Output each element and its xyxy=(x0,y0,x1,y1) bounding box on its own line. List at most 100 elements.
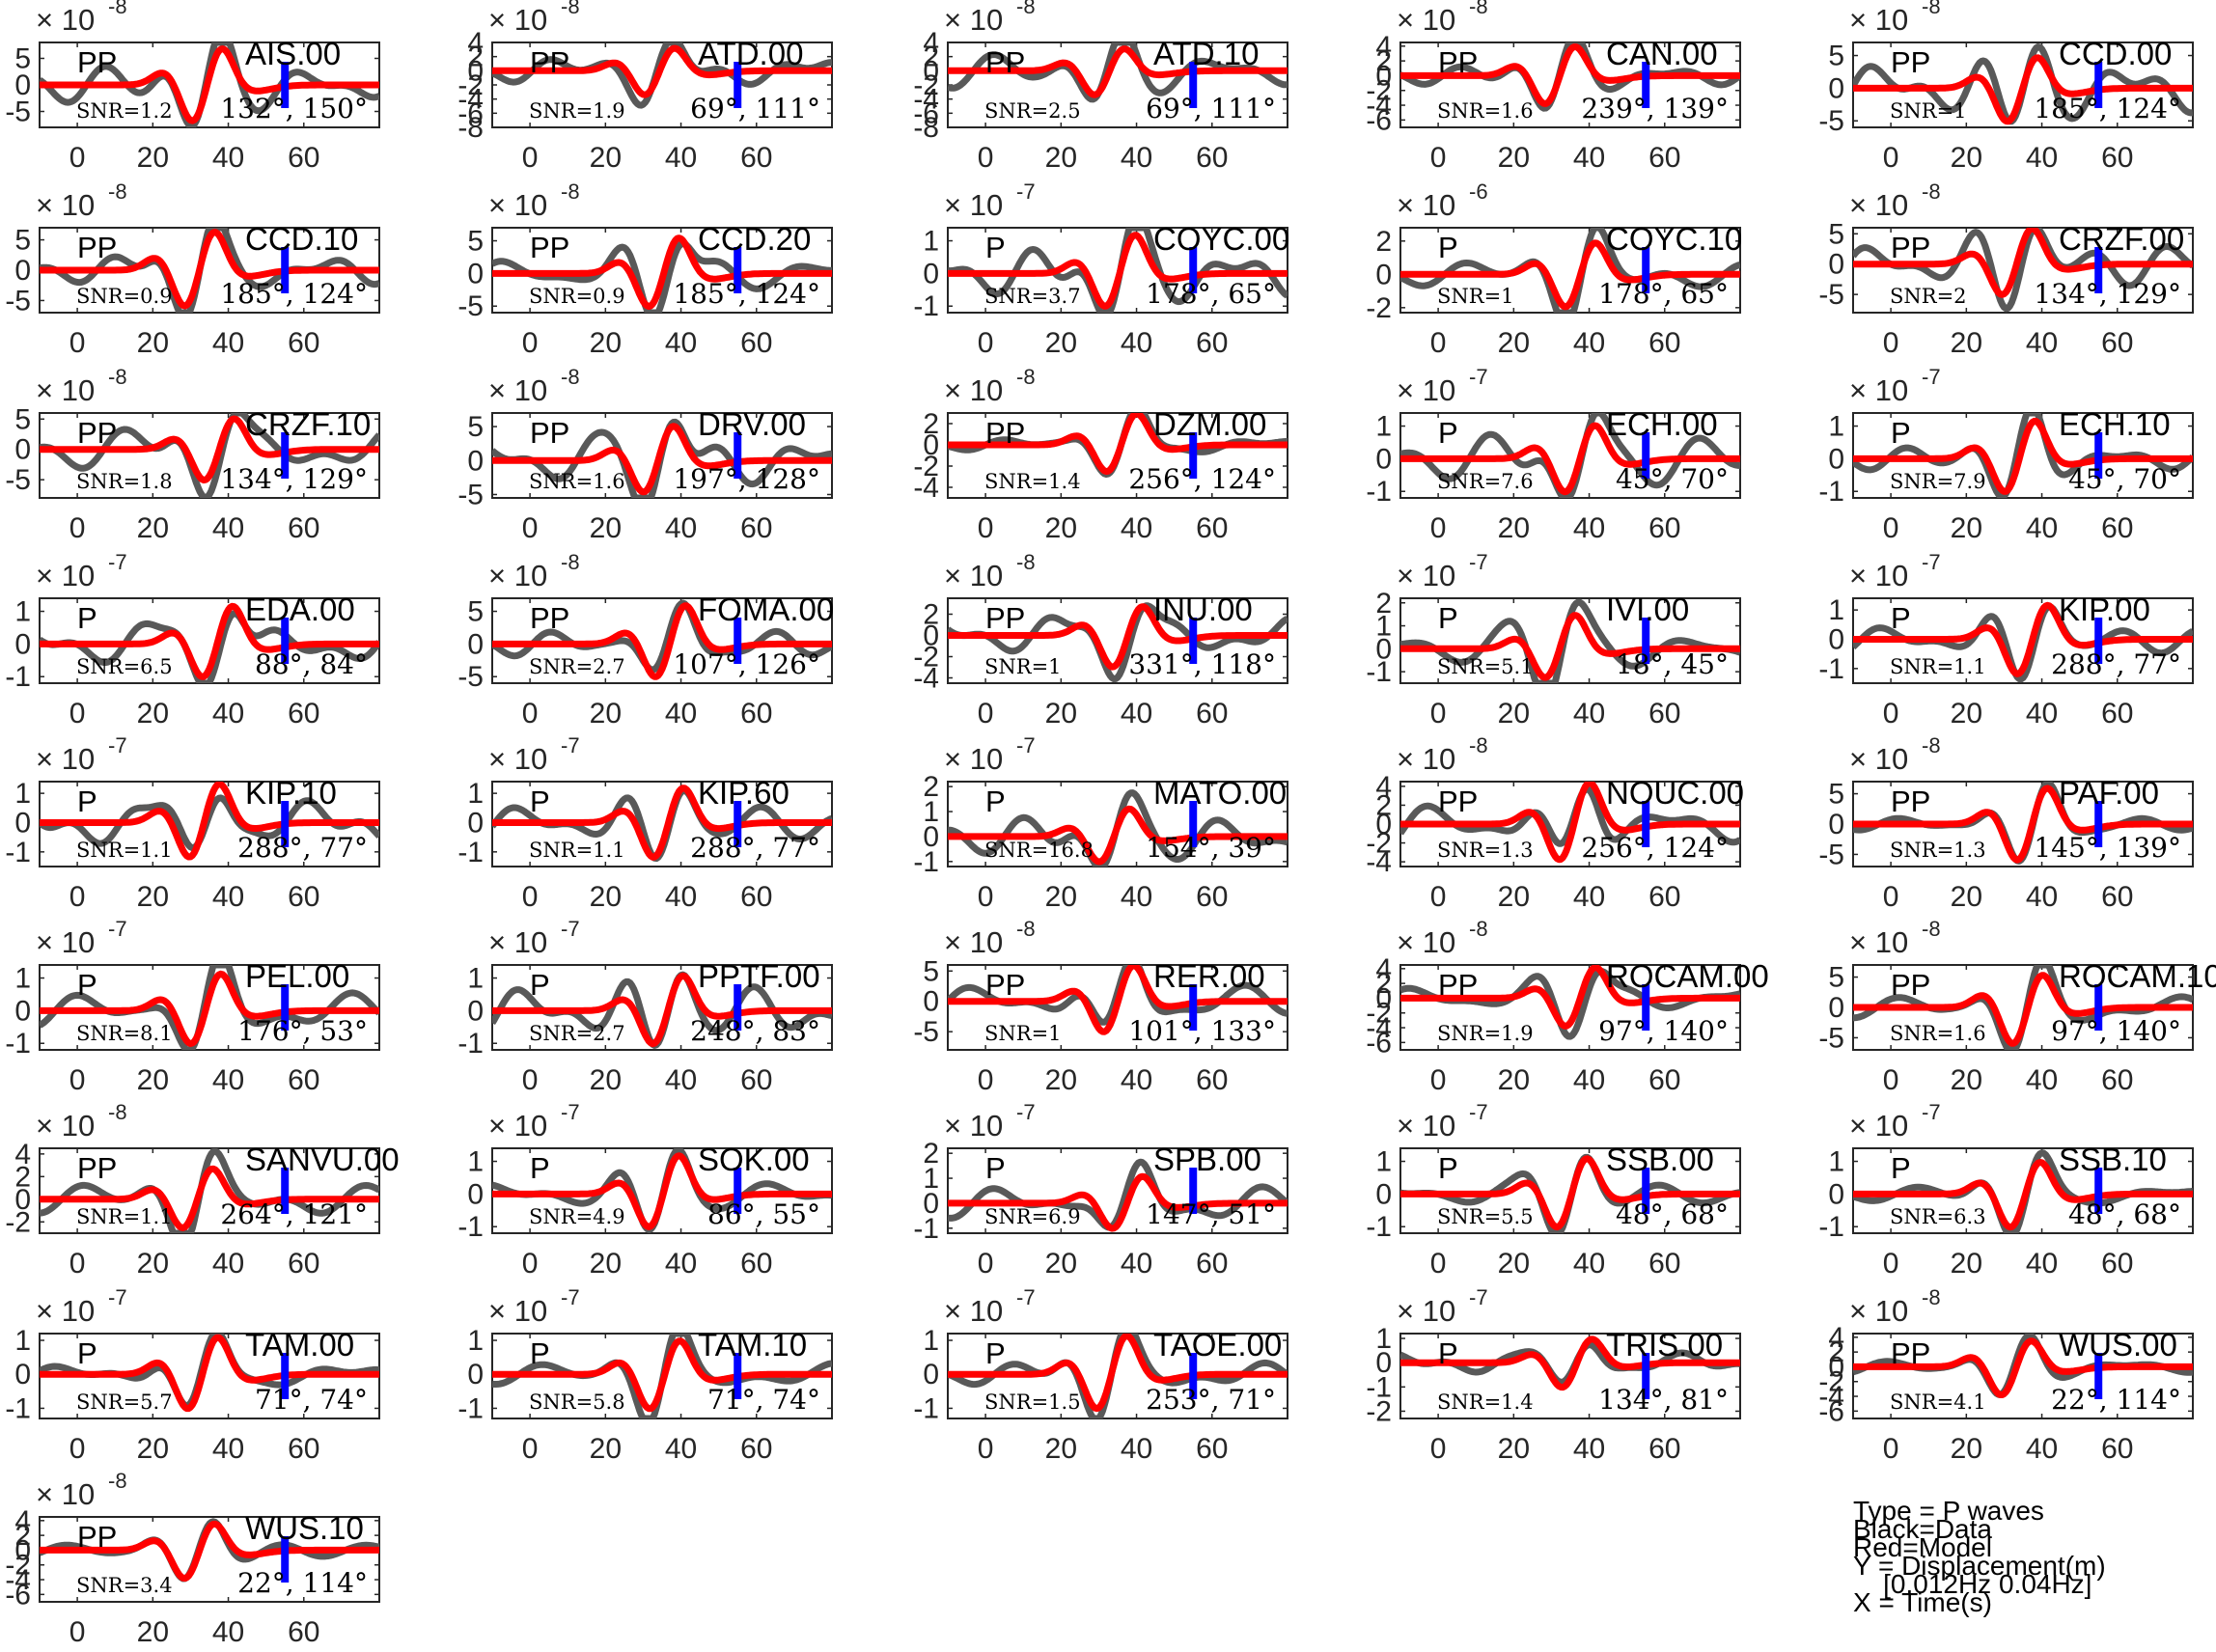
scale-base: 10 xyxy=(1875,1109,1908,1143)
y-tick-label: 1 xyxy=(467,778,484,810)
scale-base: 10 xyxy=(1875,925,1908,959)
x-tick-label: 40 xyxy=(1121,512,1152,544)
x-tick-label: 20 xyxy=(590,142,622,174)
y-tick-label: -4 xyxy=(1366,90,1392,122)
scale-exponent: -8 xyxy=(108,1100,127,1124)
model-trace xyxy=(1400,422,1740,496)
station-label: ATD.10 xyxy=(1153,36,1259,71)
angles-label: 101°, 133° xyxy=(1128,1015,1276,1047)
angles-label: 134°, 129° xyxy=(220,463,368,495)
y-tick-label: -5 xyxy=(457,479,484,510)
x-tick-label: 0 xyxy=(978,881,994,913)
x-tick-label: 0 xyxy=(1430,1248,1447,1280)
scale-base: 10 xyxy=(62,925,95,959)
x-tick-label: 60 xyxy=(1648,1433,1680,1465)
scale-exponent: -8 xyxy=(1922,0,1941,18)
y-tick-label: -1 xyxy=(457,837,484,868)
y-tick-label: -6 xyxy=(1818,1395,1844,1427)
x-tick-label: 60 xyxy=(288,1616,319,1648)
x-tick-label: 60 xyxy=(740,698,772,730)
phase-label: PP xyxy=(77,416,117,450)
model-trace xyxy=(492,972,832,1048)
x-tick-label: 60 xyxy=(288,1064,319,1096)
phase-label: PP xyxy=(530,231,569,264)
station-label: SSB.00 xyxy=(1606,1142,1714,1177)
phase-label: P xyxy=(530,785,550,818)
y-tick-label: -1 xyxy=(5,1028,31,1060)
x-tick-label: 60 xyxy=(288,142,319,174)
angles-label: 69°, 111° xyxy=(690,93,820,124)
snr-label: SNR=6.9 xyxy=(984,1205,1081,1228)
snr-label: SNR=16.8 xyxy=(984,839,1094,862)
model-trace xyxy=(1853,601,2193,677)
y-tick-label: 0 xyxy=(923,1188,939,1220)
x-tick-label: 20 xyxy=(590,1248,622,1280)
y-tick-label: -4 xyxy=(913,84,939,116)
legend: Type = P waves Black=Data Red=Model Y = … xyxy=(1853,1498,2210,1616)
data-trace xyxy=(1400,228,1740,313)
x-tick-label: 60 xyxy=(740,142,772,174)
snr-label: SNR=5.5 xyxy=(1437,1205,1534,1228)
model-trace xyxy=(492,602,832,680)
model-trace xyxy=(1400,1155,1740,1231)
model-trace xyxy=(1853,228,2193,298)
y-tick-label: 1 xyxy=(923,1325,939,1357)
angles-label: 22°, 114° xyxy=(2051,1384,2181,1416)
y-tick-label: 4 xyxy=(14,1139,31,1170)
x-tick-label: 60 xyxy=(1648,142,1680,174)
phase-label: PP xyxy=(77,1520,117,1554)
x-tick-label: 40 xyxy=(212,1064,244,1096)
station-label: ECH.10 xyxy=(2059,406,2171,442)
station-label: CRZF.00 xyxy=(2059,221,2184,257)
phase-label: PP xyxy=(1891,45,1930,79)
y-tick-label: -4 xyxy=(913,472,939,504)
x-tick-label: 20 xyxy=(1045,142,1077,174)
y-tick-label: -2 xyxy=(1366,1395,1392,1427)
y-tick-label: 0 xyxy=(1375,633,1392,665)
phase-label: P xyxy=(985,1336,1006,1370)
y-tick-label: 0 xyxy=(1375,259,1392,290)
scale-exponent: -8 xyxy=(1469,0,1488,18)
y-tick-label: -1 xyxy=(457,1028,484,1060)
station-label: INU.00 xyxy=(1153,592,1253,627)
scale-exponent: -7 xyxy=(1922,550,1941,574)
model-trace xyxy=(1853,54,2193,125)
y-tick-label: -1 xyxy=(1818,1211,1844,1243)
scale-factor: × 10 xyxy=(1397,925,1455,959)
y-tick-label: 0 xyxy=(1828,443,1844,475)
angles-label: 132°, 150° xyxy=(220,93,368,124)
snr-label: SNR=1.2 xyxy=(76,99,173,123)
y-tick-label: -5 xyxy=(457,661,484,693)
model-trace xyxy=(948,805,1288,866)
x-tick-label: 20 xyxy=(590,1064,622,1096)
y-tick-label: 0 xyxy=(467,807,484,839)
y-tick-label: 4 xyxy=(1375,953,1392,985)
phase-label: P xyxy=(530,1336,550,1370)
x-tick-label: 20 xyxy=(1498,698,1530,730)
x-tick-label: 40 xyxy=(665,512,697,544)
angles-label: 134°, 129° xyxy=(2034,278,2181,310)
y-tick-label: 5 xyxy=(1828,962,1844,994)
scale-exponent: -7 xyxy=(1469,365,1488,389)
x-tick-label: 60 xyxy=(2101,512,2133,544)
scale-factor: × 10 xyxy=(1397,373,1455,407)
scale-exponent: -8 xyxy=(1922,179,1941,204)
x-tick-label: 40 xyxy=(1121,1433,1152,1465)
model-trace xyxy=(492,234,832,311)
y-tick-label: 5 xyxy=(1828,41,1844,72)
y-tick-label: -1 xyxy=(1818,653,1844,685)
y-tick-label: 1 xyxy=(1828,411,1844,443)
scale-exponent: -7 xyxy=(108,1285,127,1309)
snr-label: SNR=1.1 xyxy=(529,839,625,862)
x-tick-label: 0 xyxy=(978,1433,994,1465)
phase-label: PP xyxy=(77,1151,117,1185)
y-tick-label: 1 xyxy=(467,1146,484,1178)
scale-factor: × 10 xyxy=(944,559,1003,592)
